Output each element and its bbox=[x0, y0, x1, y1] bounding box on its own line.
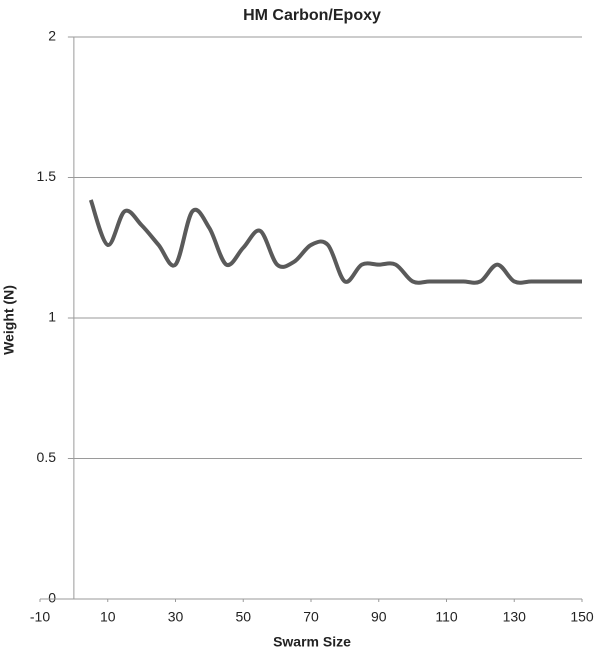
x-tick-label: 50 bbox=[235, 609, 251, 625]
y-axis-title: Weight (N) bbox=[1, 285, 17, 355]
x-tick-label: 150 bbox=[570, 609, 594, 625]
y-tick-label: 2 bbox=[48, 28, 56, 44]
x-axis-title: Swarm Size bbox=[273, 634, 351, 650]
x-tick-label: 10 bbox=[100, 609, 116, 625]
y-tick-label: 1 bbox=[48, 309, 56, 325]
x-tick-label: 110 bbox=[435, 609, 458, 625]
x-tick-label: 90 bbox=[371, 609, 387, 625]
y-tick-label: 0.5 bbox=[37, 449, 57, 465]
y-tick-label: 0 bbox=[48, 590, 56, 606]
x-tick-label: -10 bbox=[30, 609, 50, 625]
x-tick-label: 30 bbox=[168, 609, 184, 625]
line bbox=[88, 199, 582, 285]
y-tick-label: 1.5 bbox=[37, 168, 57, 184]
chart-title: HM Carbon/Epoxy bbox=[243, 7, 381, 24]
x-tick-label: 130 bbox=[503, 609, 527, 625]
x-tick-label: 70 bbox=[303, 609, 319, 625]
